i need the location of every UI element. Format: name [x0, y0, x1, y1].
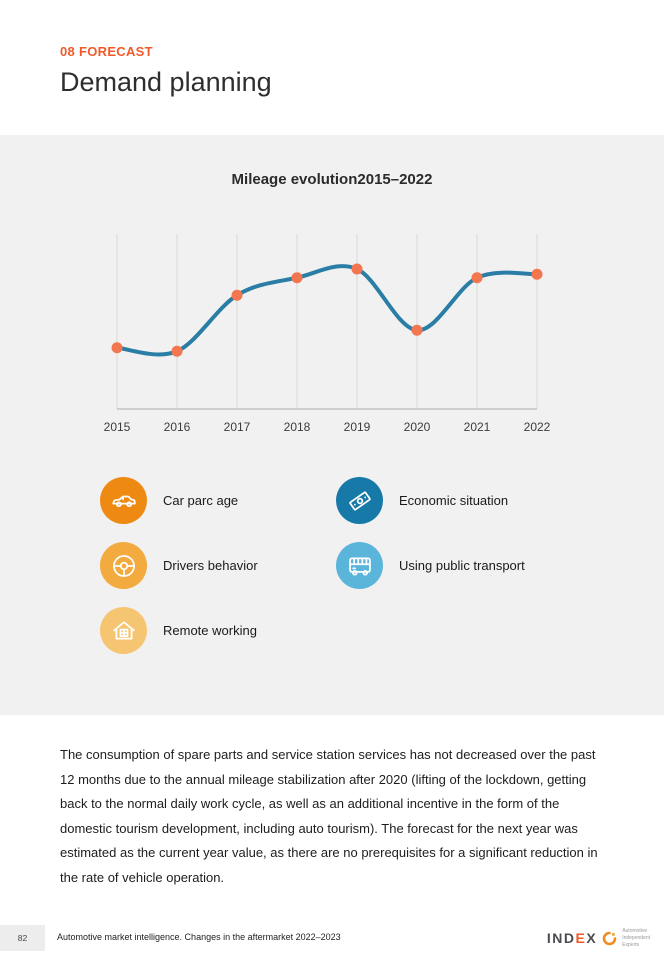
svg-text:2016: 2016 — [164, 420, 191, 434]
page-header: 08 FORECAST Demand planning — [0, 0, 664, 98]
legend-label: Drivers behavior — [163, 558, 258, 573]
body-paragraph: The consumption of spare parts and servi… — [60, 747, 598, 885]
legend-item-car-parc-age: Car parc age — [100, 477, 336, 524]
report-title: Automotive market intelligence. Changes … — [57, 932, 341, 942]
legend-column-left: Car parc age Drivers behavior — [100, 477, 336, 654]
section-kicker: 08 FORECAST — [60, 44, 153, 59]
page-title: Demand planning — [60, 67, 272, 97]
index-logo-tagline: Automotive Independent Experts — [622, 928, 650, 948]
legend-column-right: Economic situation — [336, 477, 525, 654]
legend-item-using-public-transport: Using public transport — [336, 542, 525, 589]
factors-legend: Car parc age Drivers behavior — [100, 477, 664, 654]
page-number: 82 — [0, 925, 45, 951]
legend-label: Economic situation — [399, 493, 509, 508]
svg-text:2017: 2017 — [224, 420, 251, 434]
svg-text:2020: 2020 — [404, 420, 431, 434]
legend-item-economic-situation: Economic situation — [336, 477, 525, 524]
index-logo-mark — [602, 931, 617, 945]
index-logo: INDEX Automotive Independent Experts — [547, 928, 650, 948]
svg-text:2018: 2018 — [284, 420, 311, 434]
legend-item-drivers-behavior: Drivers behavior — [100, 542, 336, 589]
chart-panel: Mileage evolution2015–2022 2015 2016 2017 2… — [0, 135, 664, 715]
svg-text:2015: 2015 — [104, 420, 131, 434]
legend-label: Remote working — [163, 623, 257, 638]
legend-label: Car parc age — [163, 493, 239, 508]
chart-title: Mileage evolution2015–2022 — [231, 171, 433, 188]
steering-wheel-icon — [100, 542, 147, 589]
house-icon — [100, 607, 147, 654]
page-footer: 82 Automotive market intelligence. Chang… — [0, 922, 664, 954]
svg-text:2022: 2022 — [524, 420, 551, 434]
svg-text:2021: 2021 — [464, 420, 491, 434]
car-icon — [100, 477, 147, 524]
svg-text:2019: 2019 — [344, 420, 371, 434]
mileage-line-chart: 2015 2016 2017 2018 2019 2020 2021 2022 — [104, 234, 551, 434]
bus-icon — [336, 542, 383, 589]
legend-label: Using public transport — [399, 558, 525, 573]
legend-item-remote-working: Remote working — [100, 607, 336, 654]
index-logo-wordmark: INDEX — [546, 930, 598, 947]
banknote-icon — [336, 477, 383, 524]
